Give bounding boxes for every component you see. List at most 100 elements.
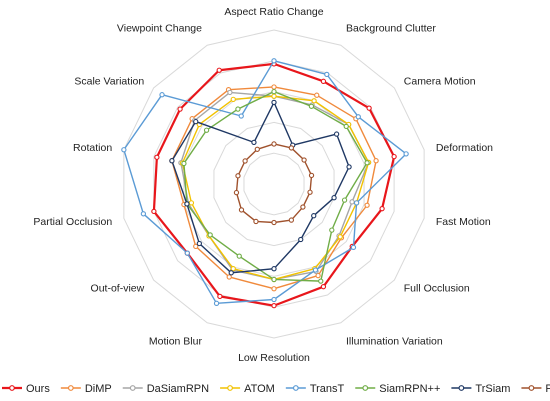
axis-label: Partial Occlusion <box>33 216 112 228</box>
data-point <box>169 158 175 164</box>
series-line <box>235 143 313 224</box>
axis-label: Viewpoint Change <box>117 22 202 34</box>
data-point <box>307 189 313 195</box>
data-point <box>403 151 409 157</box>
data-point <box>308 172 315 179</box>
data-point <box>236 253 242 259</box>
legend-marker <box>362 385 369 391</box>
data-point <box>238 113 244 119</box>
data-point <box>331 195 337 201</box>
data-point <box>391 153 397 160</box>
legend: Ours DiMP DaSiamRPN ATOM TransT SiamRPN++ TrSi… <box>2 383 550 395</box>
data-point <box>311 98 317 104</box>
data-point <box>379 206 385 212</box>
data-point <box>207 232 213 238</box>
data-point <box>350 244 357 251</box>
data-point <box>311 213 317 219</box>
legend-label: Ours <box>26 383 50 395</box>
data-point <box>238 207 245 213</box>
axis-label: Camera Motion <box>404 76 476 88</box>
data-point <box>312 267 319 273</box>
axis-label: Aspect Ratio Change <box>224 6 323 18</box>
data-point <box>227 89 233 96</box>
radar-series <box>121 58 409 309</box>
data-point <box>314 92 320 98</box>
data-point <box>271 141 277 147</box>
data-point <box>196 240 202 247</box>
data-point <box>346 164 352 170</box>
data-point <box>271 84 277 90</box>
legend-item: TrSiam <box>451 383 510 395</box>
data-point <box>300 204 306 210</box>
data-point <box>226 274 232 280</box>
grid-ring <box>213 121 335 247</box>
data-point <box>341 197 348 203</box>
legend-item: DiMP <box>60 383 112 395</box>
data-point <box>271 286 277 292</box>
legend-label: DaSiamRPN <box>147 383 209 395</box>
data-point <box>217 293 223 300</box>
data-point <box>230 96 236 103</box>
data-point <box>154 154 160 160</box>
data-point <box>315 272 321 279</box>
axis-label: Out-of-view <box>91 283 145 295</box>
data-point <box>271 296 277 303</box>
data-point <box>140 211 147 217</box>
legend-item: DaSiamRPN <box>122 383 209 395</box>
data-point <box>355 114 361 120</box>
legend-marker <box>528 385 535 391</box>
axis-label: Rotation <box>73 142 112 154</box>
data-point <box>320 78 327 84</box>
legend-marker <box>292 385 299 391</box>
data-point <box>301 157 307 163</box>
grid-ring <box>123 29 425 339</box>
data-point <box>184 250 190 256</box>
series-prdimp50 <box>233 141 315 226</box>
data-point <box>228 270 234 276</box>
legend-item: ATOM <box>220 383 275 395</box>
data-point <box>242 158 248 164</box>
data-point <box>188 200 195 206</box>
grid-ring <box>243 152 305 216</box>
data-point <box>364 160 370 166</box>
axis-label: Illumination Variation <box>346 336 443 348</box>
data-point <box>353 200 360 206</box>
axis-label: Fast Motion <box>436 216 491 228</box>
legend-label: DiMP <box>85 383 112 395</box>
legend-item: SiamRPN++ <box>355 383 440 395</box>
axis-labels: Aspect Ratio Change Background Clutter Cam… <box>33 6 493 364</box>
data-point <box>318 278 324 284</box>
data-point <box>343 123 349 130</box>
data-point <box>181 160 187 167</box>
data-point <box>364 202 370 208</box>
axis-label: Low Resolution <box>238 352 310 364</box>
data-point <box>349 199 355 205</box>
grid-ring <box>183 91 365 277</box>
data-point <box>271 99 277 106</box>
data-point <box>253 218 259 225</box>
series-line <box>171 86 377 290</box>
legend-marker <box>227 385 233 391</box>
data-point <box>337 234 343 240</box>
data-point <box>333 131 340 137</box>
data-point <box>233 189 240 196</box>
data-point <box>203 127 210 133</box>
legend-marker <box>67 385 74 391</box>
data-point <box>193 118 199 125</box>
legend-item: PrDiMP50 <box>521 383 550 395</box>
axis-label: Scale Variation <box>74 76 144 88</box>
data-point <box>308 103 315 109</box>
legend-label: SiamRPN++ <box>379 383 440 395</box>
legend-label: PrDiMP50 <box>545 383 550 395</box>
data-point <box>235 106 241 112</box>
data-point <box>121 147 127 153</box>
data-point <box>216 67 222 73</box>
legend-marker <box>458 385 465 391</box>
data-point <box>366 105 372 111</box>
axis-label: Background Clutter <box>346 22 436 34</box>
data-point <box>324 71 330 78</box>
radar-grid <box>123 29 425 339</box>
data-point <box>271 88 277 95</box>
